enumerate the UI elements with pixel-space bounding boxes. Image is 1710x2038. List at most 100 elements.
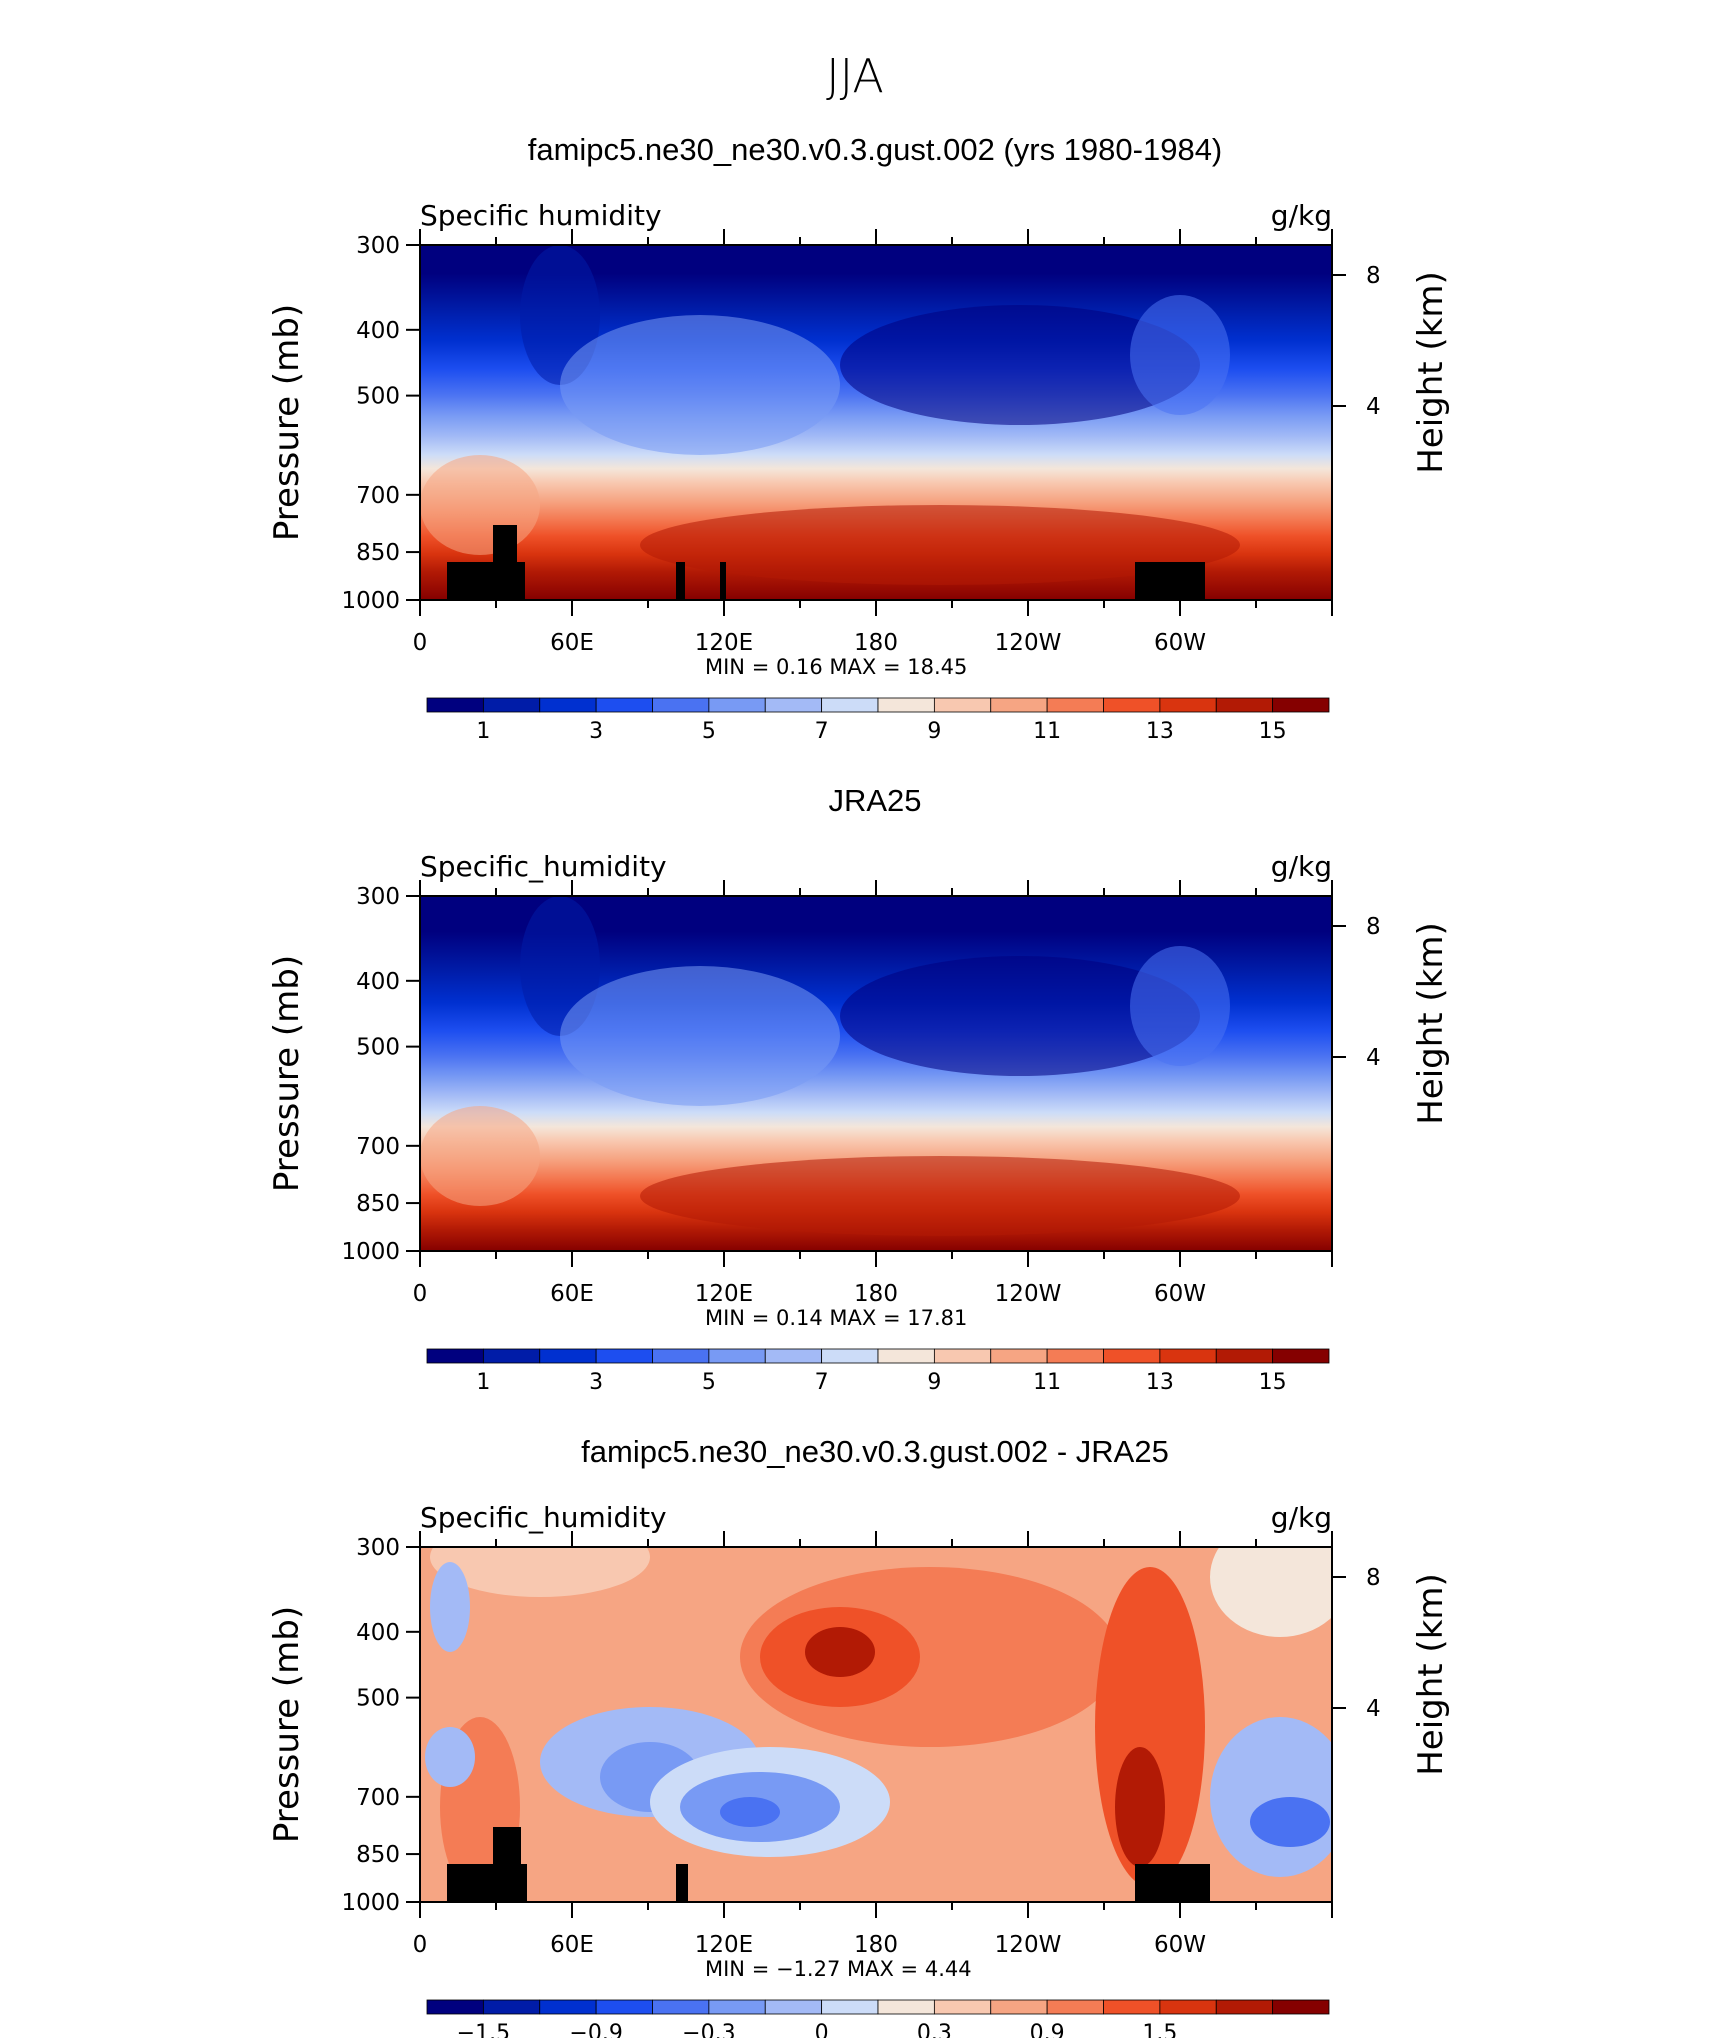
contour-region bbox=[1210, 1717, 1332, 1877]
colorbar-swatch bbox=[1159, 697, 1217, 713]
topography-block bbox=[493, 1827, 521, 1902]
x-tick-label: 120E bbox=[695, 630, 753, 656]
y2-tick-label: 8 bbox=[1366, 914, 1381, 940]
panel-1: famipc5.ne30_ne30.v0.3.gust.002 (yrs 198… bbox=[267, 132, 1451, 744]
colorbar-swatch bbox=[933, 1999, 992, 2015]
colorbar-tick-label: −0.9 bbox=[569, 2021, 622, 2038]
max-label: MAX = bbox=[840, 1957, 918, 1981]
topography-block bbox=[676, 562, 685, 600]
colorbar-tick-label: 5 bbox=[702, 719, 716, 744]
colorbar-tick-label: 0.9 bbox=[1030, 2021, 1065, 2038]
y-axis-title: Pressure (mb) bbox=[267, 1606, 307, 1843]
colorbar-swatch bbox=[1272, 1348, 1330, 1364]
x-tick-label: 120E bbox=[695, 1932, 753, 1958]
panel-title: famipc5.ne30_ne30.v0.3.gust.002 - JRA25 bbox=[581, 1434, 1169, 1469]
colorbar-swatch bbox=[933, 697, 992, 713]
min-value: 0.14 bbox=[769, 1306, 822, 1330]
y-tick-label: 500 bbox=[356, 1035, 400, 1061]
colorbar-swatch bbox=[990, 1348, 1048, 1364]
colorbar-tick-label: 0.3 bbox=[917, 2021, 952, 2038]
colorbar-swatch bbox=[595, 1348, 653, 1364]
colorbar-swatch bbox=[1103, 1999, 1161, 2015]
colorbar-tick-label: −1.5 bbox=[457, 2021, 510, 2038]
contour-region bbox=[420, 1106, 540, 1206]
units-label: g/kg bbox=[1271, 199, 1332, 232]
x-tick-label: 180 bbox=[854, 630, 898, 656]
colorbar-tick-label: 13 bbox=[1146, 719, 1174, 744]
min-max-line: MIN = −1.27 MAX = 4.44 bbox=[705, 1957, 972, 1981]
contour-region bbox=[805, 1627, 875, 1677]
y-tick-label: 1000 bbox=[341, 588, 400, 614]
max-label: MAX = bbox=[823, 1306, 901, 1330]
y-tick-label: 850 bbox=[356, 540, 400, 566]
contour-region bbox=[640, 1156, 1240, 1236]
colorbar-tick-label: 0 bbox=[815, 2021, 829, 2038]
y2-tick-label: 8 bbox=[1366, 1565, 1381, 1591]
colorbar-swatch bbox=[708, 697, 766, 713]
colorbar-swatch bbox=[764, 1348, 823, 1364]
colorbar-swatch bbox=[821, 1348, 879, 1364]
colorbar-tick-label: 5 bbox=[702, 1370, 716, 1395]
contour-field bbox=[420, 1547, 1332, 1902]
colorbar-swatch bbox=[652, 1348, 710, 1364]
contour-region bbox=[560, 966, 840, 1106]
units-label: g/kg bbox=[1271, 850, 1332, 883]
y-axis-title: Pressure (mb) bbox=[267, 955, 307, 1192]
x-tick-label: 180 bbox=[854, 1281, 898, 1307]
min-max-line: MIN = 0.14 MAX = 17.81 bbox=[705, 1306, 967, 1330]
page-title: JJA bbox=[826, 49, 884, 103]
colorbar-swatch bbox=[1159, 1999, 1217, 2015]
topography-block bbox=[1135, 562, 1205, 600]
colorbar-swatch bbox=[539, 1348, 597, 1364]
min-max-line: MIN = 0.16 MAX = 18.45 bbox=[705, 655, 967, 679]
colorbar-swatch bbox=[1272, 1999, 1330, 2015]
colorbar-swatch bbox=[595, 697, 653, 713]
variable-label: Specific_humidity bbox=[420, 1501, 667, 1534]
colorbar-swatch bbox=[426, 697, 484, 713]
y2-tick-label: 8 bbox=[1366, 263, 1381, 289]
colorbar-swatch bbox=[1046, 1999, 1104, 2015]
colorbar-swatch bbox=[482, 1348, 541, 1364]
y-tick-label: 850 bbox=[356, 1191, 400, 1217]
contour-region bbox=[1130, 946, 1230, 1066]
y-tick-label: 700 bbox=[356, 1134, 400, 1160]
max-value: 18.45 bbox=[901, 655, 968, 679]
contour-region bbox=[640, 505, 1240, 585]
colorbar-tick-label: 1 bbox=[476, 719, 490, 744]
colorbar-swatch bbox=[426, 1348, 484, 1364]
colorbar-swatch bbox=[1215, 697, 1274, 713]
y2-axis-title: Height (km) bbox=[1411, 1573, 1451, 1776]
contour-region bbox=[430, 1547, 650, 1597]
colorbar-swatch bbox=[1215, 1348, 1274, 1364]
x-tick-label: 60E bbox=[550, 630, 594, 656]
colorbar-swatch bbox=[1159, 1348, 1217, 1364]
colorbar-swatch bbox=[1103, 697, 1161, 713]
topography bbox=[447, 1827, 1210, 1902]
min-label: MIN = bbox=[705, 655, 769, 679]
contour-region bbox=[1130, 295, 1230, 415]
colorbar-tick-label: 9 bbox=[927, 1370, 941, 1395]
colorbar-swatch bbox=[1215, 1999, 1274, 2015]
y2-tick-label: 4 bbox=[1366, 1696, 1381, 1722]
colorbar-swatch bbox=[1046, 697, 1104, 713]
colorbar-swatch bbox=[877, 697, 935, 713]
contour-region bbox=[420, 455, 540, 555]
topography-block bbox=[1135, 1864, 1210, 1902]
units-label: g/kg bbox=[1271, 1501, 1332, 1534]
contour-region bbox=[840, 956, 1200, 1076]
colorbar: −1.5 −0.9 −0.3 0 0.3 0.9 1.5 bbox=[426, 1999, 1330, 2038]
colorbar-tick-label: 11 bbox=[1033, 1370, 1061, 1395]
x-tick-label: 120W bbox=[995, 630, 1062, 656]
colorbar-swatch bbox=[595, 1999, 653, 2015]
contour-region bbox=[720, 1797, 780, 1827]
x-tick-label: 60W bbox=[1154, 630, 1206, 656]
colorbar-swatch bbox=[652, 1999, 710, 2015]
colorbar-tick-label: 11 bbox=[1033, 719, 1061, 744]
y-tick-label: 300 bbox=[356, 884, 400, 910]
colorbar-swatch bbox=[708, 1999, 766, 2015]
y-tick-label: 400 bbox=[356, 1620, 400, 1646]
colorbar-tick-label: 9 bbox=[927, 719, 941, 744]
colorbar-swatch bbox=[1046, 1348, 1104, 1364]
